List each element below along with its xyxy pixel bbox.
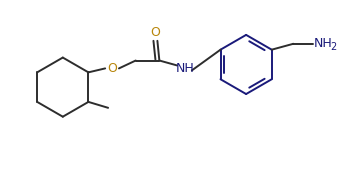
Text: O: O <box>150 26 160 39</box>
Text: NH: NH <box>314 37 332 50</box>
Text: NH: NH <box>176 62 194 75</box>
Text: O: O <box>107 62 117 75</box>
Text: 2: 2 <box>331 42 337 52</box>
